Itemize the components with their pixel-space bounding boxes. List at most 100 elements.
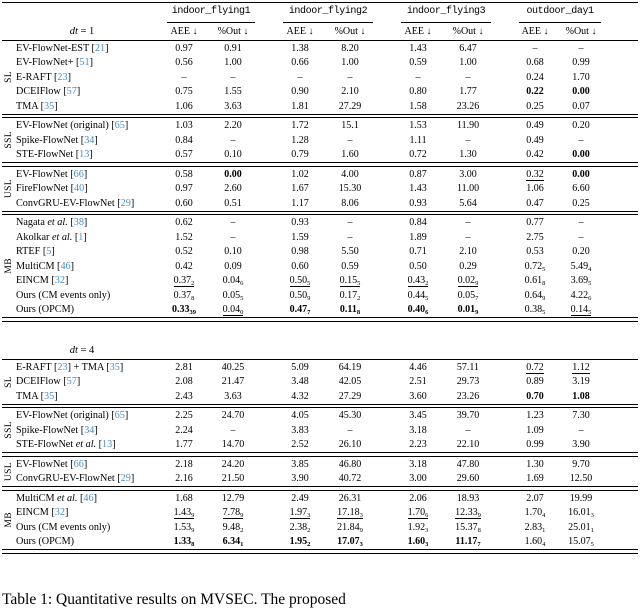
metric-value: 1.30 — [459, 149, 477, 161]
table-cell: – — [206, 216, 260, 231]
citation-link[interactable]: 35 — [109, 361, 120, 373]
group-label-sl: SL — [4, 375, 14, 388]
metric-value: 25.011 — [568, 521, 594, 534]
citation-link[interactable]: 34 — [84, 134, 95, 146]
table-cell: 0.72 — [514, 360, 556, 375]
metric-value: 2.43 — [175, 390, 193, 402]
table-cell: 0.24 — [514, 70, 556, 85]
column-gap — [378, 535, 396, 550]
column-gap — [378, 438, 396, 453]
metric-value: 2.60 — [224, 183, 242, 195]
citation-link[interactable]: 34 — [84, 424, 95, 436]
citation-link[interactable]: 32 — [54, 507, 65, 519]
metric-value: 0.385 — [524, 304, 546, 317]
citation-link[interactable]: 38 — [73, 217, 84, 229]
table-cell: 2.23 — [396, 438, 440, 453]
metric-value: 0.00 — [224, 168, 242, 180]
table-row: MB Nagata et al. [38] 0.62 – 0.93 – 0.84 – 0.77 – — [2, 216, 638, 274]
citation-link[interactable]: 21 — [94, 42, 106, 54]
citation-link[interactable]: 51 — [79, 57, 90, 69]
table-cell: 0.019 — [440, 303, 496, 318]
table-cell: 2.10 — [322, 85, 378, 100]
table-cell: 0.80 — [396, 85, 440, 100]
metric-value: 0.79 — [291, 149, 309, 161]
group-separator-rule — [2, 452, 638, 457]
table-cell: 0.56 — [162, 56, 206, 71]
citation-link[interactable]: 35 — [44, 390, 55, 402]
citation-link[interactable]: 32 — [54, 275, 65, 287]
citation-link[interactable]: 1 — [78, 231, 84, 243]
column-gap — [260, 535, 278, 550]
table-cell: 15.075 — [556, 535, 606, 550]
citation-link[interactable]: 66 — [73, 168, 84, 180]
citation-link[interactable]: 65 — [114, 120, 125, 132]
missing-value: – — [465, 71, 471, 83]
citation-link[interactable]: 35 — [44, 100, 55, 112]
metric-value: 15.1 — [341, 120, 359, 132]
citation-link[interactable]: 13 — [102, 439, 113, 451]
table-cell: 0.25 — [514, 99, 556, 114]
metric-value: 0.77 — [526, 217, 544, 229]
metric-value: 1.604 — [524, 536, 546, 549]
missing-value: – — [347, 231, 353, 243]
column-gap — [378, 506, 396, 521]
citation-link[interactable]: 57 — [66, 376, 77, 388]
method-label: Ours (CM events only) — [16, 289, 111, 301]
table-cell: – — [322, 216, 378, 231]
aee-header: AEE ↓ — [286, 25, 314, 37]
table-cell: 3.90 — [278, 472, 322, 487]
metric-value: 0.84 — [409, 217, 427, 229]
column-gap — [496, 85, 514, 100]
metric-value: 0.00 — [572, 86, 590, 98]
table-cell: 0.84 — [162, 133, 206, 148]
method-label: Nagata et al. [38] — [16, 217, 88, 229]
missing-value: – — [578, 231, 584, 243]
metric-value: 29.73 — [456, 376, 480, 388]
citation-link[interactable]: 40 — [74, 183, 85, 195]
citation-link[interactable]: 29 — [120, 473, 131, 485]
method-label: ConvGRU-EV-FlowNet [29] — [16, 473, 135, 485]
citation-link[interactable]: 46 — [60, 260, 71, 272]
citation-link[interactable]: 5 — [46, 246, 52, 258]
missing-value: – — [578, 134, 584, 146]
metric-value: 21.47 — [221, 376, 245, 388]
group-label-ssl: SSL — [4, 421, 14, 440]
table-row: SSL EV-FlowNet (original) [65] 1.03 2.20 1.7… — [2, 119, 638, 149]
column-gap — [378, 41, 396, 56]
column-gap — [496, 288, 514, 303]
table-cell: 1.70 — [556, 70, 606, 85]
table-cell: 0.66 — [278, 56, 322, 71]
method-label: EV-FlowNet+ [51] — [16, 57, 93, 69]
citation-link[interactable]: 29 — [120, 197, 131, 209]
metric-value: 0.32 — [526, 168, 544, 181]
table-cell: – — [440, 216, 496, 231]
table-row: STE-FlowNet et al. [13] 1.77 14.70 2.52 26.1… — [2, 438, 638, 453]
metric-value: 0.93 — [409, 197, 427, 209]
table-cell: 0.029 — [440, 274, 496, 289]
table-cell: 1.28 — [278, 133, 322, 148]
dataset-header: indoor_flying3 — [406, 6, 486, 17]
missing-value: – — [465, 424, 471, 436]
metric-value: 11.177 — [455, 536, 481, 549]
missing-value: – — [230, 217, 236, 229]
table-cell: 0.59 — [396, 56, 440, 71]
table-cell: 2.51 — [396, 375, 440, 390]
metric-value: 0.618 — [524, 275, 546, 288]
metric-value: 3.48 — [291, 376, 309, 388]
citation-link[interactable]: 23 — [57, 361, 68, 373]
citation-link[interactable]: 13 — [79, 149, 90, 161]
citation-link[interactable]: 23 — [57, 71, 68, 83]
citation-link[interactable]: 65 — [114, 410, 125, 422]
metric-value: 6.60 — [572, 183, 590, 195]
citation-link[interactable]: 57 — [66, 86, 77, 98]
table-cell: 2.10 — [440, 245, 496, 260]
metric-value: 2.49 — [291, 492, 309, 504]
table-cell: 5.494 — [556, 259, 606, 274]
metric-value: 0.057 — [457, 289, 479, 302]
table-row: SSL EV-FlowNet (original) [65] 2.25 24.70 4.… — [2, 409, 638, 439]
metric-value: 0.725 — [524, 260, 546, 273]
et-al: et al. — [57, 492, 78, 504]
table-cell: 2.25 — [162, 409, 206, 424]
citation-link[interactable]: 66 — [73, 458, 84, 470]
citation-link[interactable]: 46 — [83, 492, 94, 504]
